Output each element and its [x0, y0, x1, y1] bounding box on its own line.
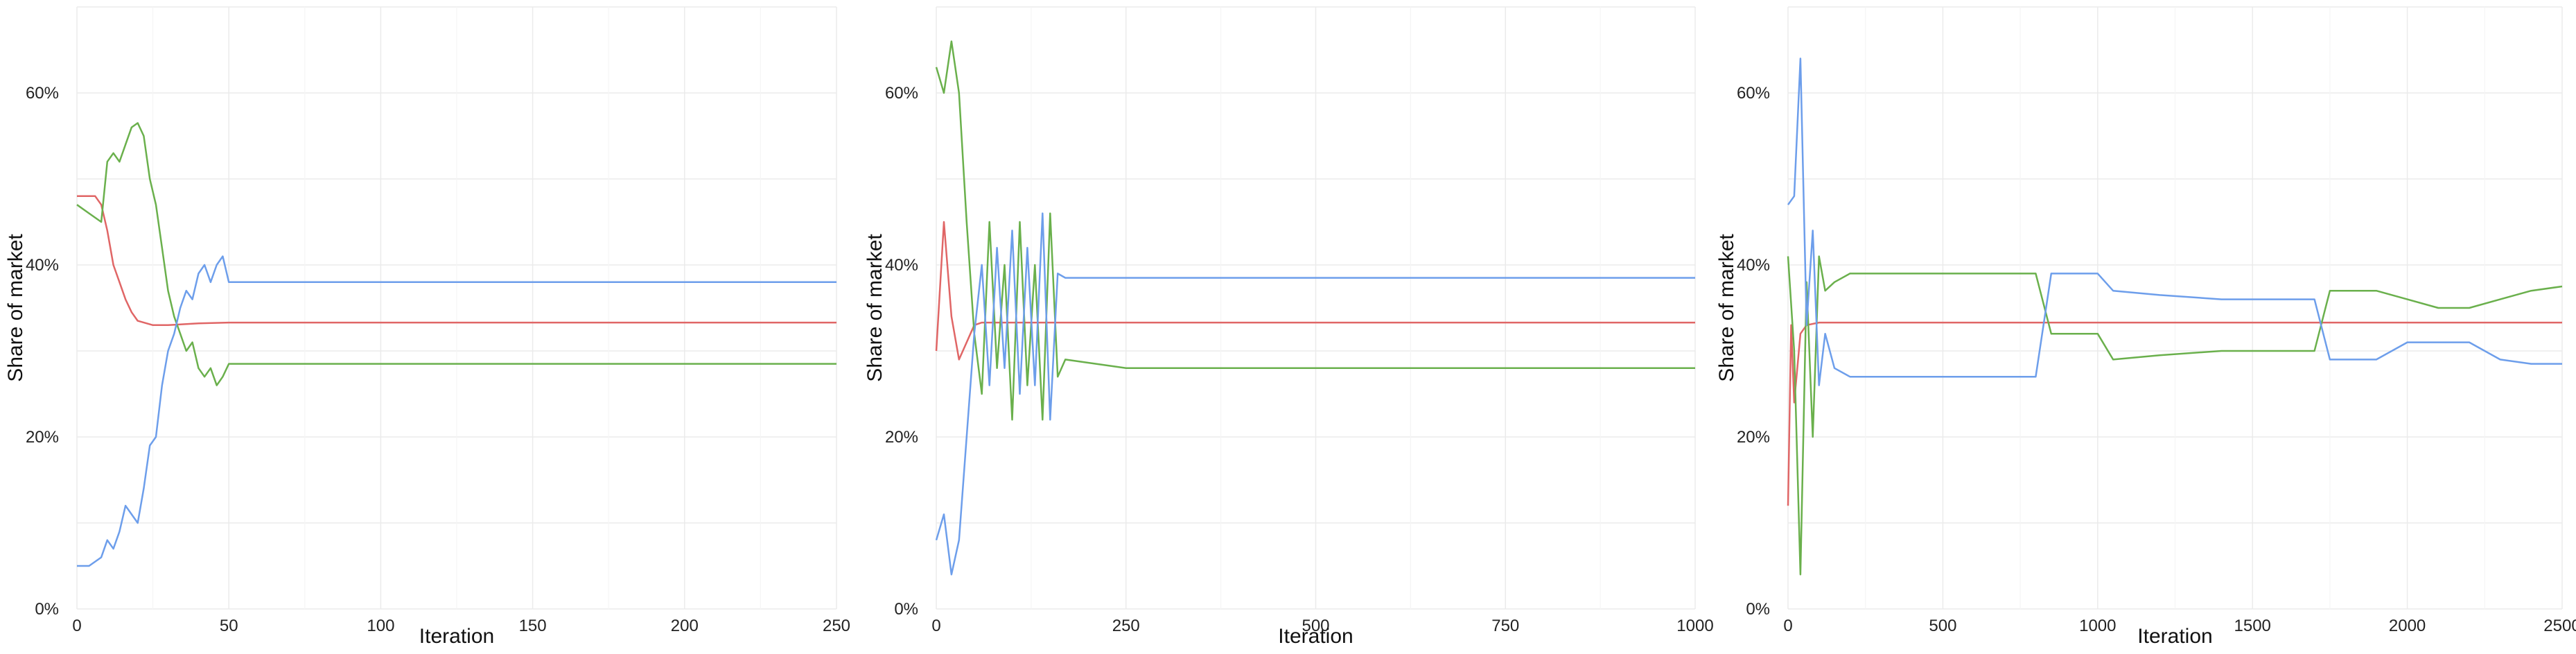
- x-axis-title: Iteration: [2137, 625, 2212, 648]
- x-tick-label: 0: [1783, 617, 1792, 635]
- y-tick-label: 60%: [1737, 84, 1770, 103]
- x-tick-label: 2500: [2543, 617, 2576, 635]
- y-tick-label: 0%: [1746, 600, 1770, 619]
- y-axis-title: Share of market: [864, 234, 886, 382]
- x-tick-label: 2000: [2389, 617, 2426, 635]
- x-tick-label: 0: [931, 617, 940, 635]
- y-tick-label: 20%: [885, 428, 918, 447]
- y-tick-label: 20%: [1737, 428, 1770, 447]
- series-line-1: [77, 195, 836, 327]
- series-line-1: [935, 221, 1695, 361]
- y-tick-label: 0%: [35, 600, 59, 619]
- x-tick-label: 1500: [2234, 617, 2271, 635]
- y-axis-title: Share of market: [1715, 234, 1738, 382]
- x-axis-title: Iteration: [1278, 625, 1353, 648]
- x-tick-label: 50: [220, 617, 238, 635]
- series-line-3: [935, 212, 1695, 576]
- x-tick-label: 750: [1491, 617, 1519, 635]
- y-axis-title: Share of market: [4, 234, 27, 382]
- series-line-3: [77, 255, 836, 567]
- series-line-1: [1787, 321, 2562, 506]
- x-axis-title: Iteration: [419, 625, 494, 648]
- x-tick-label: 1000: [2079, 617, 2116, 635]
- x-tick-label: 250: [1112, 617, 1140, 635]
- x-tick-label: 500: [1302, 617, 1329, 635]
- x-tick-label: 200: [671, 617, 699, 635]
- y-tick-label: 40%: [1737, 256, 1770, 275]
- x-tick-label: 100: [367, 617, 394, 635]
- series-line-3: [1787, 58, 2562, 386]
- y-tick-label: 40%: [885, 256, 918, 275]
- x-tick-label: 150: [519, 617, 547, 635]
- chart-panel-1: 0% 20% 40% 60% 0 50 100 150 200 250 Iteration Share…: [4, 6, 850, 648]
- series-line-2: [935, 40, 1695, 421]
- y-tick-label: 0%: [894, 600, 918, 619]
- series-line-2: [76, 122, 836, 386]
- x-tick-label: 250: [823, 617, 850, 635]
- y-tick-label: 60%: [26, 84, 59, 103]
- x-tick-label: 500: [1929, 617, 1956, 635]
- x-tick-label: 0: [72, 617, 81, 635]
- series-line-2: [1787, 255, 2563, 576]
- x-tick-label: 1000: [1676, 617, 1713, 635]
- y-tick-label: 40%: [26, 256, 59, 275]
- y-tick-label: 20%: [26, 428, 59, 447]
- chart-panel-2: 0% 20% 40% 60% 0 250 500 750 1000 Iteration Share …: [864, 6, 1714, 648]
- y-tick-label: 60%: [885, 84, 918, 103]
- chart-panel-3: 0% 20% 40% 60% 0 500 1000 1500 2000 2500 Iteration…: [1715, 6, 2576, 648]
